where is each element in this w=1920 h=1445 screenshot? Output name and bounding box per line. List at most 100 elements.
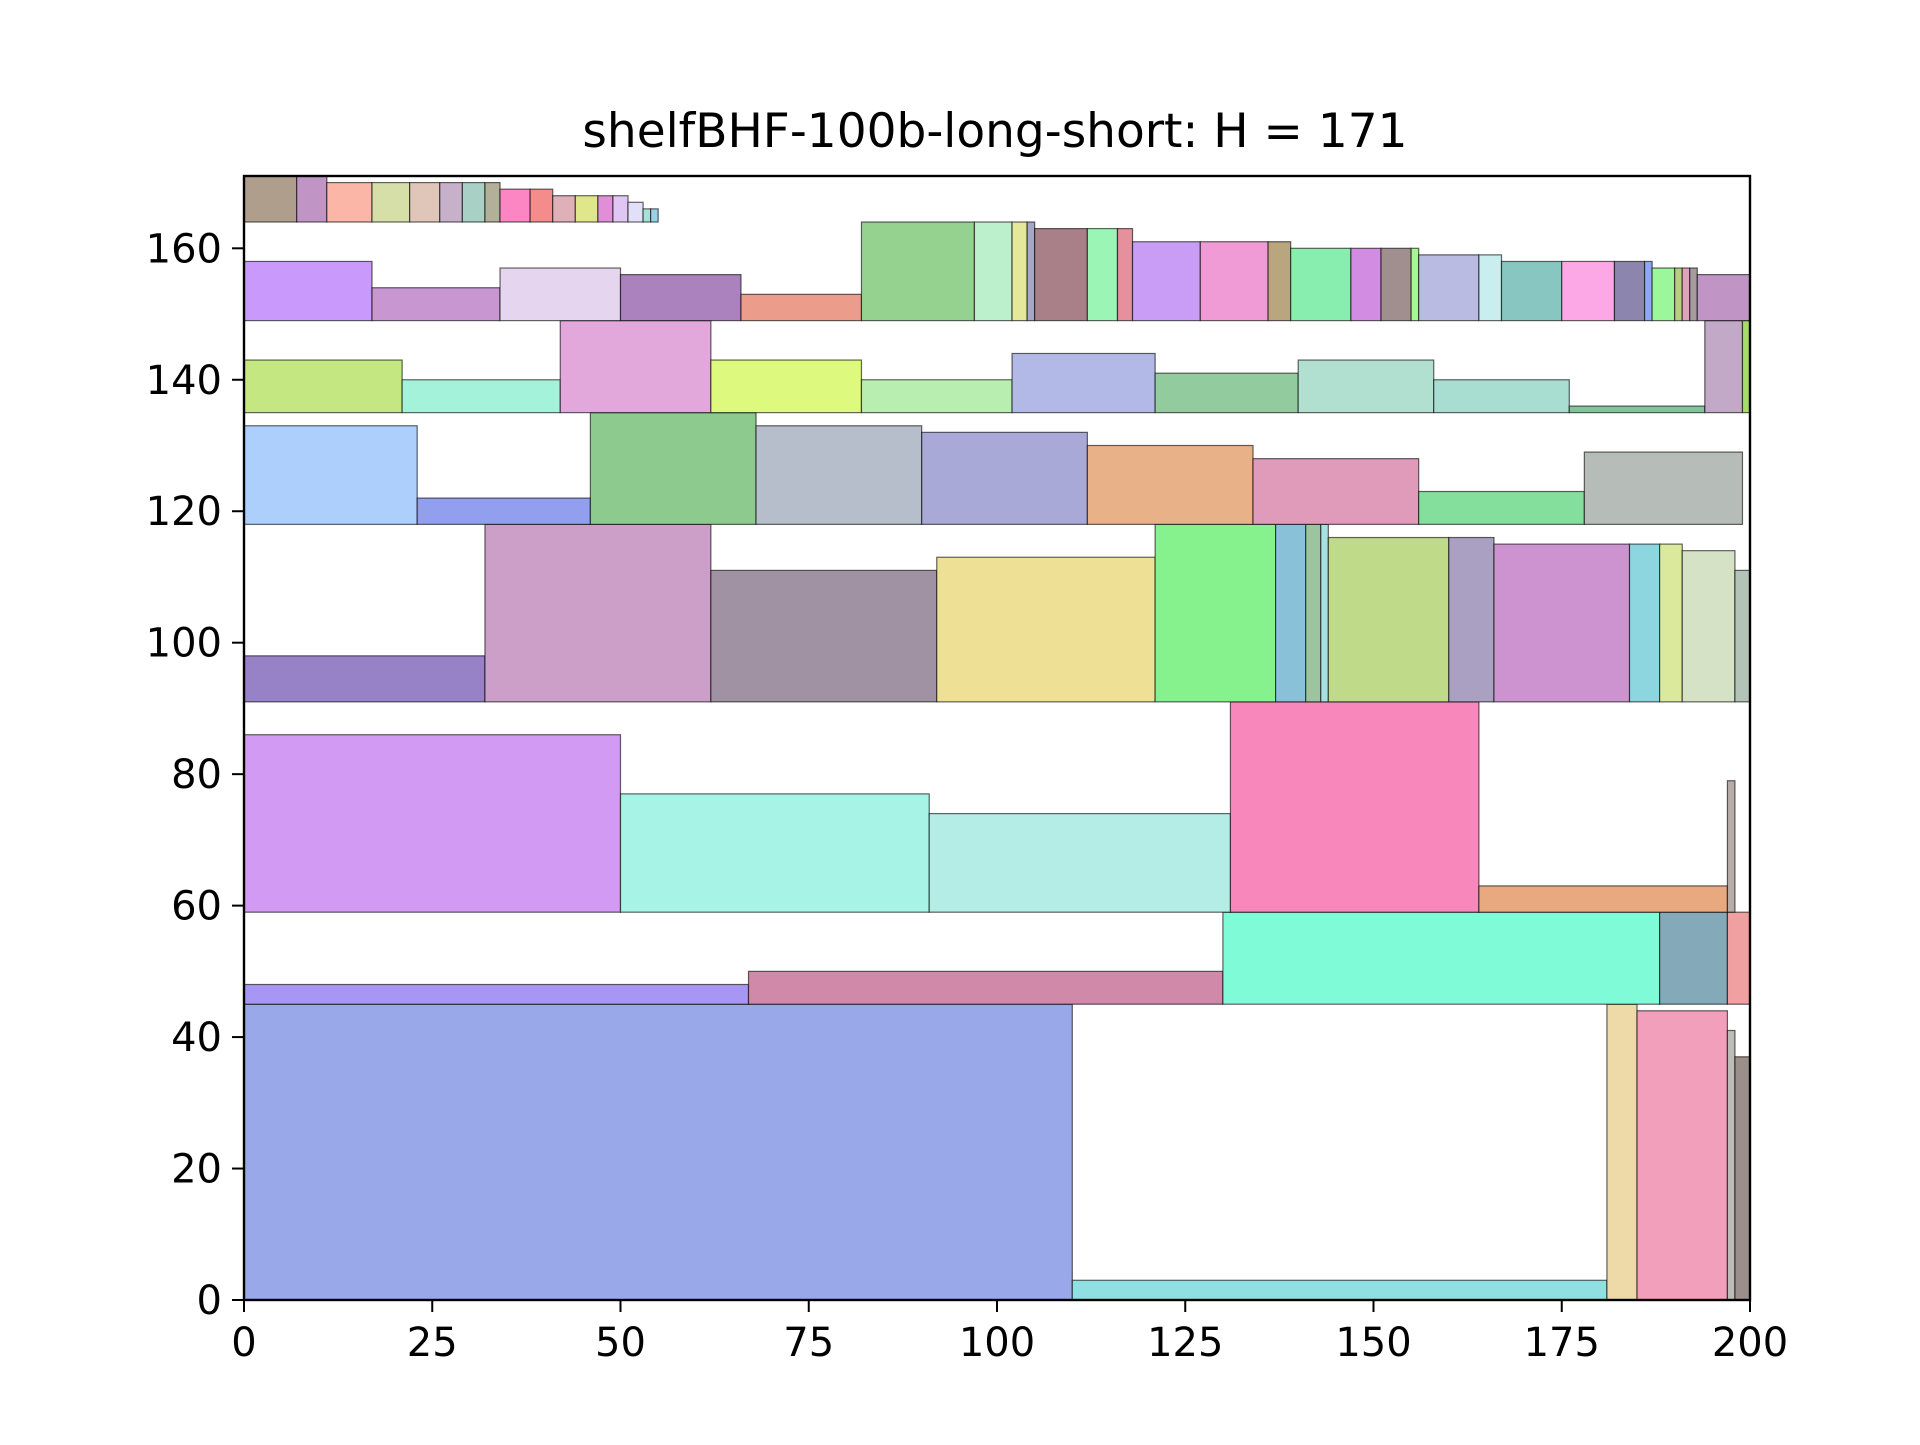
packed-rectangle-12	[619, 793, 930, 913]
packed-rectangle-48	[1297, 359, 1435, 414]
packed-rectangle-25	[1327, 536, 1450, 703]
y-tick-label: 100	[146, 621, 222, 667]
packed-rectangle-41	[243, 359, 403, 414]
packed-rectangle-33	[416, 497, 591, 525]
y-tick-label: 140	[146, 358, 222, 404]
packed-rectangle-45	[860, 379, 1013, 414]
packed-rectangle-17	[243, 655, 486, 703]
packed-rectangle-95	[597, 195, 614, 223]
packed-rectangle-85	[326, 181, 373, 223]
packed-rectangle-67	[1267, 241, 1292, 322]
packed-rectangle-80	[1681, 267, 1691, 322]
packed-rectangle-99	[650, 208, 659, 223]
packed-rectangle-62	[1034, 227, 1088, 322]
packed-rectangle-16	[1726, 780, 1736, 913]
packed-rectangle-92	[529, 188, 554, 223]
packed-rectangle-43	[559, 320, 712, 414]
packed-rectangle-4	[1726, 1029, 1736, 1301]
packed-rectangle-91	[499, 188, 531, 223]
packed-rectangle-7	[747, 970, 1224, 1005]
packed-rectangle-71	[1410, 247, 1420, 322]
packed-rectangle-74	[1500, 260, 1563, 322]
packed-rectangle-24	[1320, 523, 1329, 703]
x-tick-label: 100	[959, 1320, 1035, 1366]
packed-rectangle-19	[710, 569, 938, 703]
packed-rectangle-66	[1199, 241, 1269, 322]
packed-rectangle-27	[1493, 543, 1631, 703]
packed-rectangle-76	[1613, 260, 1646, 322]
packed-rectangle-63	[1086, 227, 1119, 322]
packed-rectangle-69	[1350, 247, 1382, 322]
packed-rectangle-60	[1011, 221, 1028, 322]
packed-rectangle-82	[1696, 273, 1751, 322]
packed-rectangle-56	[619, 273, 742, 322]
packed-rectangle-86	[371, 181, 411, 223]
packed-rectangle-54	[371, 287, 501, 322]
y-tick-label: 0	[197, 1278, 222, 1324]
packed-rectangle-8	[1222, 911, 1661, 1005]
y-tick-label: 60	[171, 884, 222, 930]
y-tick-label: 120	[146, 489, 222, 535]
packed-rectangle-42	[401, 379, 561, 414]
packed-rectangle-22	[1275, 523, 1307, 703]
packed-rectangle-50	[1568, 405, 1706, 414]
packed-rectangle-30	[1681, 550, 1736, 703]
chart-title: shelfBHF-100b-long-short: H = 171	[582, 104, 1407, 159]
packed-rectangle-20	[936, 556, 1156, 703]
packed-rectangle-31	[1734, 569, 1751, 703]
packed-rectangle-23	[1305, 523, 1322, 703]
packed-rectangle-88	[439, 181, 463, 223]
packed-rectangle-0	[243, 1003, 1073, 1301]
packed-rectangle-38	[1252, 458, 1420, 525]
packed-rectangle-65	[1131, 241, 1201, 322]
packed-rectangle-15	[1478, 885, 1729, 913]
x-tick-label: 25	[407, 1320, 458, 1366]
packed-rectangle-3	[1636, 1010, 1729, 1301]
packed-rectangle-29	[1659, 543, 1683, 703]
y-axis: 0 20 40 60 80 100 120 140 160	[146, 226, 244, 1324]
packed-rectangle-2	[1606, 1003, 1638, 1301]
y-tick-label: 160	[146, 226, 222, 272]
x-tick-label: 125	[1147, 1320, 1223, 1366]
packed-rectangle-5	[1734, 1056, 1751, 1301]
packed-rectangle-78	[1651, 267, 1676, 322]
packed-rectangle-53	[243, 260, 373, 322]
y-tick-label: 80	[171, 752, 222, 798]
packed-rectangle-84	[296, 175, 328, 223]
packed-rectangle-34	[589, 412, 757, 525]
packed-rectangle-77	[1643, 260, 1653, 322]
packed-rectangle-21	[1154, 523, 1277, 703]
packed-rectangle-46	[1011, 352, 1156, 414]
packed-rectangle-70	[1380, 247, 1412, 322]
packed-rectangle-36	[921, 431, 1088, 525]
packed-rectangle-35	[755, 425, 923, 525]
packed-rectangle-49	[1433, 379, 1570, 414]
x-tick-label: 175	[1524, 1320, 1600, 1366]
packed-rectangle-13	[928, 812, 1232, 913]
packed-rectangle-94	[574, 195, 599, 223]
packed-rectangle-72	[1418, 254, 1480, 322]
packed-rectangle-90	[484, 181, 501, 223]
x-tick-label: 0	[231, 1320, 256, 1366]
packed-rectangle-47	[1154, 372, 1299, 414]
rectangles-layer	[243, 175, 1751, 1301]
x-tick-label: 200	[1712, 1320, 1788, 1366]
y-tick-label: 40	[171, 1015, 222, 1061]
packed-rectangle-40	[1583, 451, 1744, 525]
packed-rectangle-89	[461, 181, 486, 223]
packed-rectangle-83	[243, 175, 298, 223]
packed-rectangle-39	[1418, 490, 1585, 525]
packed-rectangle-32	[243, 425, 418, 525]
x-tick-label: 75	[783, 1320, 834, 1366]
packed-rectangle-14	[1229, 701, 1480, 913]
packed-rectangle-96	[612, 195, 629, 223]
packed-rectangle-75	[1561, 260, 1616, 322]
packed-rectangle-81	[1689, 267, 1698, 322]
packed-rectangle-97	[627, 201, 644, 223]
packed-rectangle-55	[499, 267, 622, 322]
packed-rectangle-57	[740, 293, 863, 322]
packed-rectangle-58	[860, 221, 976, 322]
packed-rectangle-59	[973, 221, 1013, 322]
packed-rectangle-68	[1290, 247, 1352, 322]
